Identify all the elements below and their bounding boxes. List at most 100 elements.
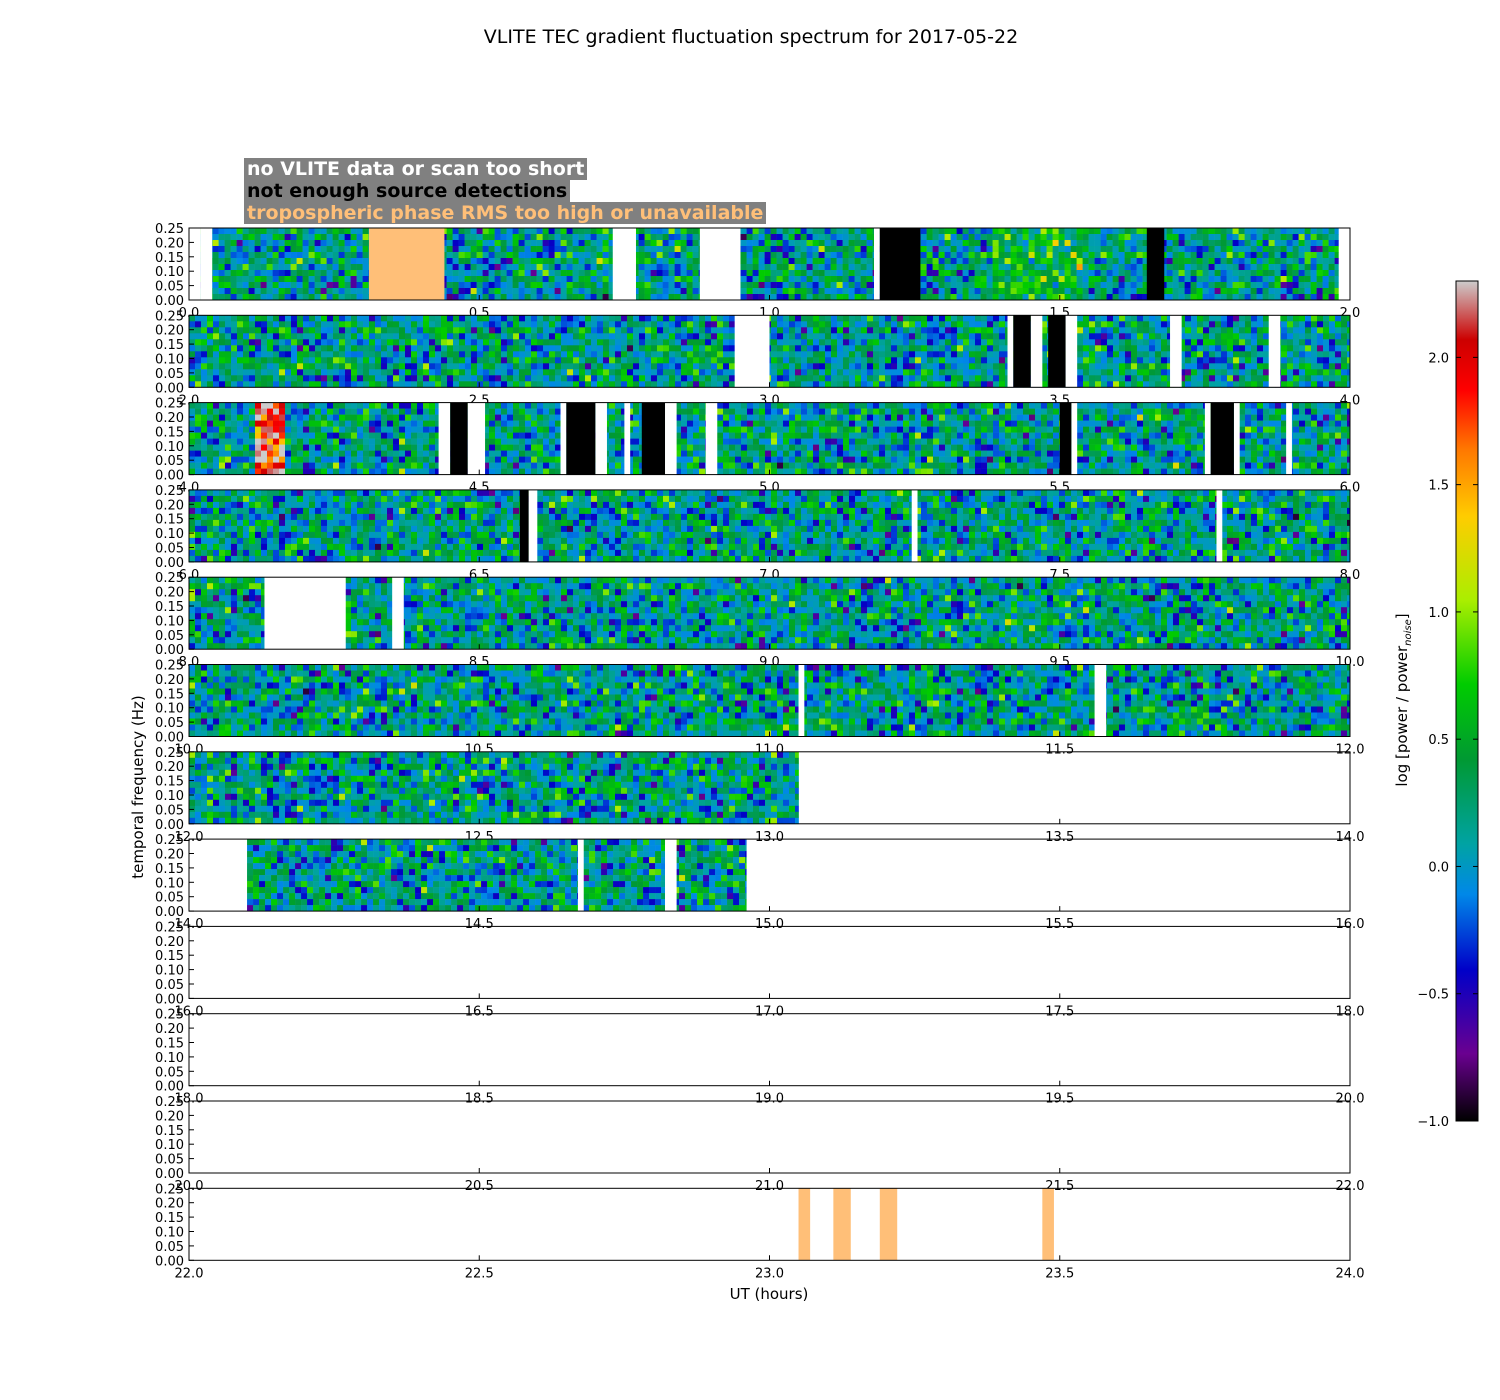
spectrum-cell	[645, 327, 652, 334]
spectrum-cell	[1077, 351, 1084, 358]
spectrum-cell	[207, 339, 214, 346]
spectrum-cell	[1142, 294, 1149, 301]
spectrum-cell	[369, 375, 376, 382]
spectrum-cell	[297, 369, 304, 376]
spectrum-cell	[1034, 246, 1041, 253]
spectrum-cell	[1191, 351, 1198, 358]
spectrum-cell	[590, 234, 597, 241]
spectrum-cell	[699, 363, 706, 370]
spectrum-cell	[963, 333, 970, 340]
spectrum-cell	[1347, 357, 1351, 364]
spectrum-cell	[500, 288, 507, 295]
spectrum-cell	[566, 252, 573, 259]
spectrum-cell	[213, 321, 220, 328]
spectrum-cell	[452, 282, 459, 289]
spectrum-cell	[201, 321, 208, 328]
spectrum-cell	[699, 327, 706, 334]
spectrum-cell	[537, 321, 544, 328]
spectrum-cell	[849, 333, 856, 340]
spectrum-cell	[471, 375, 478, 382]
spectrum-cell	[321, 450, 328, 457]
spectrum-cell	[476, 246, 483, 253]
spectrum-cell	[225, 333, 232, 340]
spectrum-cell	[381, 345, 388, 352]
spectrum-cell	[717, 333, 724, 340]
spectrum-cell	[242, 276, 249, 283]
spectrum-cell	[981, 333, 988, 340]
spectrum-cell	[968, 228, 975, 235]
spectrum-cell	[225, 402, 232, 409]
spectrum-cell	[458, 264, 465, 271]
spectrum-cell	[1214, 264, 1221, 271]
spectrum-cell	[1179, 351, 1186, 358]
spectrum-cell	[1305, 369, 1312, 376]
spectrum-cell	[549, 381, 556, 388]
spectrum-cell	[951, 339, 958, 346]
spectrum-cell	[243, 315, 250, 322]
spectrum-cell	[1238, 240, 1245, 247]
spectrum-cell	[213, 444, 220, 451]
spectrum-cell	[237, 438, 244, 445]
spectrum-cell	[429, 375, 436, 382]
spectrum-cell	[963, 339, 970, 346]
flag-few-detections	[1048, 315, 1066, 388]
spectrum-cell	[344, 234, 351, 241]
spectrum-cell	[243, 420, 250, 427]
spectrum-cell	[729, 339, 736, 346]
spectrum-cell	[482, 282, 489, 289]
spectrum-cell	[279, 327, 286, 334]
spectrum-cell	[345, 363, 352, 370]
spectrum-cell	[962, 282, 969, 289]
spectrum-cell	[195, 444, 202, 451]
spectrum-cell	[1203, 369, 1210, 376]
spectrum-cell	[195, 333, 202, 340]
spectrum-cell	[992, 246, 999, 253]
spectrum-cell	[303, 315, 310, 322]
spectrum-cell	[1155, 339, 1162, 346]
spectrum-cell	[938, 270, 945, 277]
spectrum-cell	[693, 369, 700, 376]
spectrum-cell	[332, 234, 339, 241]
spectrum-cell	[1130, 252, 1137, 259]
spectrum-cell	[303, 432, 310, 439]
spectrum-cell	[986, 228, 993, 235]
spectrum-cell	[315, 438, 322, 445]
spectrum-cell	[519, 345, 526, 352]
spectrum-cell	[1070, 246, 1077, 253]
spectrum-cell	[255, 438, 262, 445]
spectrum-cell	[315, 381, 322, 388]
spectrum-cell	[885, 327, 892, 334]
spectrum-cell	[1041, 327, 1048, 334]
spectrum-cell	[290, 270, 297, 277]
spectrum-cell	[932, 264, 939, 271]
spectrum-cell	[1221, 351, 1228, 358]
spectrum-cell	[1227, 333, 1234, 340]
spectrum-cell	[393, 333, 400, 340]
spectrum-cell	[464, 288, 471, 295]
spectrum-cell	[830, 270, 837, 277]
spectrum-cell	[788, 240, 795, 247]
spectrum-cell	[1155, 363, 1162, 370]
spectrum-cell	[1304, 234, 1311, 241]
spectrum-cell	[321, 420, 328, 427]
spectrum-cell	[1281, 375, 1288, 382]
spectrum-cell	[213, 438, 220, 445]
spectrum-cell	[681, 321, 688, 328]
spectrum-cell	[1305, 363, 1312, 370]
spectrum-cell	[1311, 345, 1318, 352]
spectrum-cell	[566, 258, 573, 265]
spectrum-cell	[447, 369, 454, 376]
spectrum-cell	[866, 252, 873, 259]
spectrum-cell	[1347, 345, 1351, 352]
spectrum-cell	[1329, 375, 1336, 382]
spectrum-cell	[644, 264, 651, 271]
spectrum-cell	[590, 270, 597, 277]
spectrum-cell	[350, 276, 357, 283]
spectrum-cell	[675, 321, 682, 328]
spectrum-cell	[579, 345, 586, 352]
spectrum-cell	[357, 339, 364, 346]
spectrum-cell	[860, 282, 867, 289]
spectrum-cell	[680, 264, 687, 271]
spectrum-cell	[1190, 288, 1197, 295]
spectrum-cell	[1179, 345, 1186, 352]
